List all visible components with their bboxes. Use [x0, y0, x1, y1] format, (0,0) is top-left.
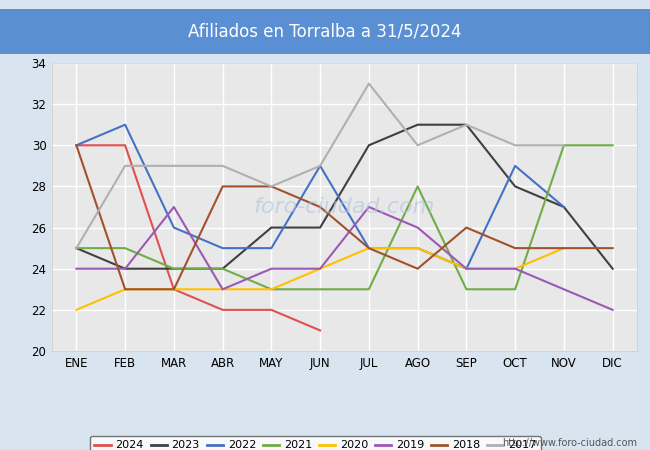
Text: http://www.foro-ciudad.com: http://www.foro-ciudad.com	[502, 438, 637, 448]
Text: Afiliados en Torralba a 31/5/2024: Afiliados en Torralba a 31/5/2024	[188, 22, 462, 40]
Text: foro-ciudad.com: foro-ciudad.com	[254, 197, 435, 217]
Legend: 2024, 2023, 2022, 2021, 2020, 2019, 2018, 2017: 2024, 2023, 2022, 2021, 2020, 2019, 2018…	[90, 436, 541, 450]
